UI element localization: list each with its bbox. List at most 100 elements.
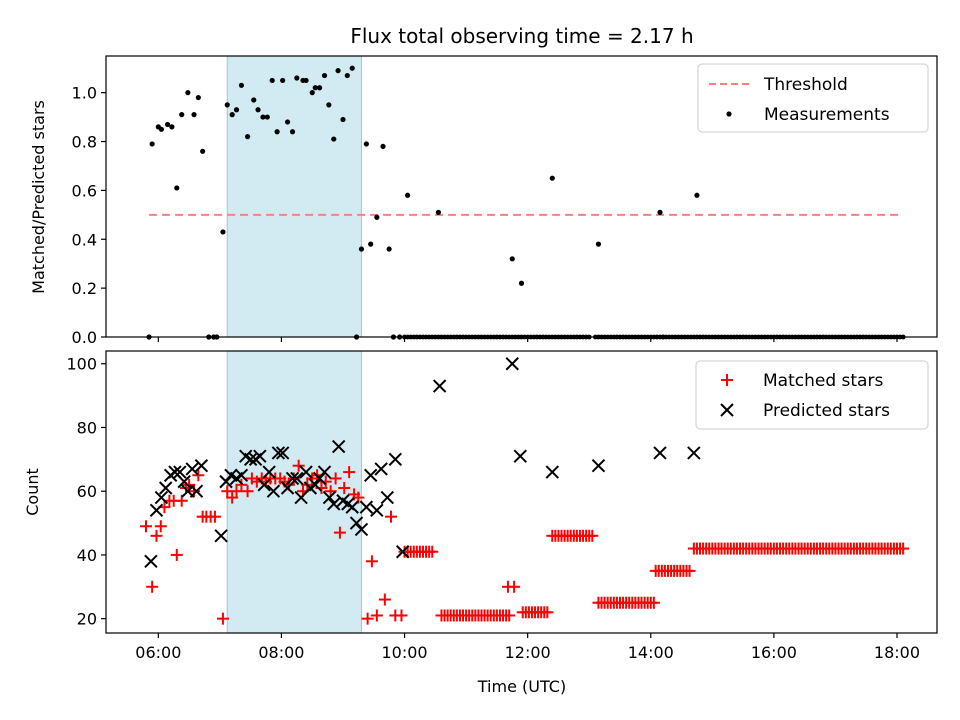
predicted-star-marker	[177, 474, 191, 489]
measurement-point	[335, 68, 341, 74]
bottom-panel: 20 40 60 80 100 06:00 08:00 10:00 12:00 14:00 16:…	[23, 350, 938, 696]
matched-star-marker	[235, 478, 248, 491]
measurement-point	[316, 85, 323, 91]
measurement-point	[549, 175, 555, 181]
measurement-point	[344, 72, 350, 79]
measurement-point	[233, 107, 240, 113]
matched-legend-swatch	[721, 374, 733, 386]
predicted-star-marker	[275, 446, 290, 460]
predicted-star-marker	[262, 465, 276, 479]
predicted-star-marker	[374, 462, 388, 476]
predicted-star-marker	[189, 484, 204, 498]
measurement-point	[435, 209, 441, 215]
predicted-star-marker	[271, 446, 286, 460]
top-y-tick-label: 0.6	[72, 181, 97, 200]
bottom-y-axis-label: Count	[23, 468, 42, 516]
measurement-point	[255, 107, 261, 113]
measurement-point	[169, 124, 175, 130]
threshold-legend-label: Threshold	[763, 75, 848, 95]
measurements-legend-swatch	[726, 111, 732, 117]
measurement-point	[164, 121, 171, 128]
measurement-point	[349, 65, 355, 71]
predicted-star-marker	[154, 490, 169, 505]
matched-star-marker	[192, 469, 205, 482]
measurement-point	[294, 75, 300, 81]
matched-star-marker	[329, 472, 342, 485]
measurement-point	[185, 90, 191, 96]
x-tick-label: 10:00	[381, 643, 427, 662]
x-tick-label: 18:00	[874, 643, 920, 662]
top-y-axis-label: Matched/Predicted stars	[29, 100, 48, 294]
matched-star-marker	[170, 548, 183, 561]
matched-star-marker	[361, 612, 374, 625]
measurement-point	[191, 112, 197, 118]
measurement-point	[405, 192, 411, 198]
bottom-x-ticks: 06:00 08:00 10:00 12:00 14:00 16:00 18:00	[135, 633, 920, 662]
bottom-axes-frame	[105, 350, 938, 634]
matched-star-marker	[426, 545, 439, 558]
matched-star-marker	[333, 526, 346, 539]
predicted-star-marker	[388, 452, 403, 467]
matched-star-marker	[226, 491, 239, 504]
predicted-star-marker	[285, 471, 300, 486]
predicted-star-marker	[194, 459, 209, 473]
matched-star-marker	[385, 510, 398, 523]
top-legend: Threshold Measurements	[697, 63, 929, 133]
predicted-star-marker	[327, 497, 341, 511]
predicted-star-marker	[185, 462, 199, 476]
matched-star-marker	[140, 520, 153, 533]
predicted-star-marker	[144, 554, 158, 569]
bottom-y-tick-label: 20	[77, 610, 97, 629]
predicted-star-marker	[159, 481, 173, 495]
matched-star-marker	[343, 466, 356, 479]
predicted-star-marker	[331, 439, 346, 454]
measurement-point	[340, 116, 346, 123]
measurement-point	[309, 90, 315, 96]
bottom-y-tick-label: 80	[77, 418, 97, 437]
top-y-ticks: 0.0 0.2 0.4 0.6 0.8 1.0	[72, 84, 106, 347]
predicted-star-marker	[505, 357, 519, 371]
matched-star-marker	[241, 485, 254, 498]
bottom-legend: Matched stars Predicted stars	[695, 360, 929, 430]
measurement-point	[274, 129, 280, 135]
matched-star-marker	[338, 482, 351, 495]
matched-star-marker	[683, 564, 696, 577]
measurement-point	[195, 94, 201, 101]
predicted-star-marker	[380, 490, 395, 505]
matched-star-marker	[150, 529, 163, 542]
predicted-star-marker	[591, 459, 606, 473]
predicted-legend-label: Predicted stars	[763, 401, 890, 421]
top-y-tick-label: 1.0	[72, 84, 97, 103]
predicted-star-marker	[317, 465, 332, 479]
predicted-star-marker	[354, 522, 369, 537]
measurement-point	[358, 246, 365, 252]
measurement-point	[363, 141, 369, 147]
matched-star-marker	[208, 510, 221, 523]
measurement-point	[321, 72, 328, 79]
measurement-point	[595, 241, 602, 247]
measurement-point	[179, 112, 185, 118]
measurement-point	[251, 97, 257, 103]
x-tick-label: 06:00	[135, 643, 181, 662]
predicted-star-marker	[363, 468, 378, 482]
matched-star-marker	[146, 580, 159, 593]
predicted-star-marker	[395, 545, 410, 559]
measurement-point	[694, 192, 700, 198]
predicted-star-marker	[687, 446, 701, 460]
matched-star-marker	[365, 555, 378, 568]
matched-star-marker	[647, 596, 660, 609]
matched-star-marker	[154, 520, 167, 533]
matched-star-marker	[586, 529, 599, 542]
predicted-star-marker	[149, 503, 164, 518]
predicted-star-marker	[359, 500, 374, 514]
measurement-point	[238, 82, 245, 88]
predicted-star-marker	[253, 449, 267, 463]
matched-star-marker	[230, 485, 243, 498]
matched-star-marker	[292, 459, 305, 472]
predicted-star-marker	[257, 478, 271, 492]
predicted-star-marker	[243, 452, 258, 467]
bottom-y-tick-label: 60	[77, 482, 97, 501]
measurement-point	[312, 85, 318, 91]
predicted-star-marker	[513, 449, 527, 463]
